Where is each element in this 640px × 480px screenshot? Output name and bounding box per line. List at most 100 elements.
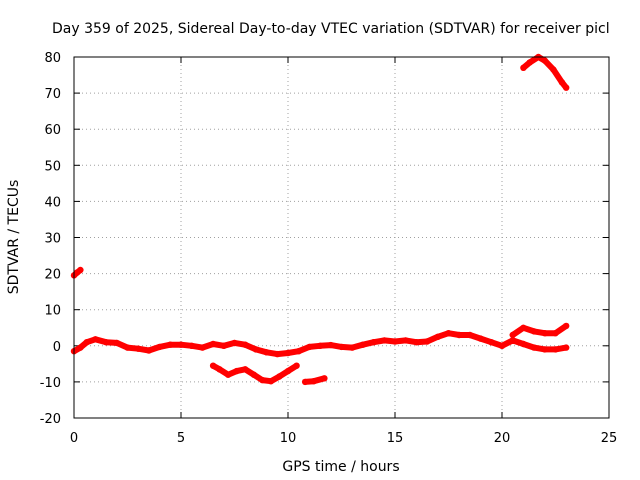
- y-tick-label: 40: [44, 195, 61, 210]
- data-point: [250, 371, 257, 378]
- data-point: [563, 344, 570, 351]
- y-tick-label: 10: [44, 304, 61, 319]
- y-tick-label: 50: [44, 159, 61, 174]
- x-tick-label: 25: [601, 431, 618, 446]
- data-point: [252, 346, 260, 353]
- data-point: [488, 339, 495, 346]
- x-tick-label: 15: [387, 431, 404, 446]
- data-point: [445, 330, 452, 337]
- x-axis-ticks: 0 5 10 15 20 25: [70, 57, 617, 446]
- data-point: [520, 324, 527, 331]
- data-point: [306, 343, 313, 351]
- data-point: [310, 378, 317, 385]
- y-tick-label: -20: [40, 412, 61, 427]
- data-point: [284, 367, 292, 375]
- data-point: [242, 366, 249, 373]
- data-point: [233, 367, 240, 375]
- data-point: [541, 330, 548, 337]
- x-tick-label: 10: [280, 431, 297, 446]
- y-tick-label: 80: [44, 51, 61, 66]
- data-point: [216, 366, 223, 373]
- data-point: [530, 344, 538, 351]
- y-tick-label: 30: [44, 232, 61, 247]
- series-low-bit: [301, 375, 328, 386]
- data-point: [321, 375, 328, 382]
- x-tick-label: 20: [494, 431, 511, 446]
- data-point: [509, 337, 516, 344]
- data-point: [284, 349, 292, 357]
- data-point: [113, 339, 121, 347]
- data-point: [563, 322, 570, 330]
- data-point: [530, 328, 538, 335]
- data-point: [498, 342, 506, 349]
- y-axis-ticks: -20 -10 0 10 20 30 40 50 60 70 80: [40, 51, 609, 427]
- series-start-high: [70, 266, 84, 279]
- data-point: [167, 341, 174, 348]
- data-point: [526, 59, 533, 66]
- data-point: [370, 339, 377, 346]
- data-point: [276, 373, 283, 380]
- x-tick-label: 0: [70, 431, 78, 446]
- y-axis-label: SDTVAR / TECUs: [6, 180, 22, 295]
- data-point: [199, 344, 206, 351]
- data-point: [145, 347, 153, 354]
- data-series: [70, 53, 570, 386]
- data-point: [552, 346, 559, 353]
- chart-title: Day 359 of 2025, Sidereal Day-to-day VTE…: [52, 21, 610, 37]
- data-point: [456, 331, 463, 339]
- data-point: [156, 343, 163, 351]
- y-tick-label: 70: [44, 87, 61, 102]
- data-point: [349, 344, 356, 351]
- data-point: [83, 339, 91, 346]
- data-point: [509, 331, 516, 339]
- data-point: [242, 341, 249, 348]
- data-point: [520, 64, 527, 72]
- data-point: [477, 335, 484, 342]
- data-point: [402, 337, 409, 344]
- data-point: [541, 57, 548, 64]
- data-point: [77, 266, 84, 274]
- data-point: [563, 84, 570, 91]
- grid-lines: [74, 57, 609, 418]
- data-point: [92, 336, 99, 343]
- data-point: [209, 340, 217, 348]
- data-point: [413, 339, 420, 346]
- y-tick-label: -10: [40, 376, 61, 391]
- plot-frame: [73, 56, 610, 419]
- data-point: [267, 378, 275, 385]
- data-point: [338, 343, 345, 351]
- data-point: [263, 349, 270, 356]
- data-point: [434, 333, 441, 340]
- data-point: [552, 330, 559, 337]
- y-tick-label: 60: [44, 123, 61, 138]
- data-point: [188, 342, 195, 349]
- series-main-trace: [70, 330, 570, 358]
- data-point: [381, 337, 388, 344]
- data-point: [466, 331, 474, 339]
- data-point: [177, 341, 185, 348]
- data-point: [301, 378, 309, 386]
- data-point: [550, 66, 557, 73]
- data-point: [77, 344, 84, 351]
- x-axis-label: GPS time / hours: [282, 459, 399, 475]
- data-point: [124, 344, 131, 351]
- data-point: [558, 79, 566, 86]
- data-point: [224, 371, 232, 378]
- series-low-arc: [209, 362, 300, 385]
- data-point: [359, 341, 367, 348]
- data-point: [295, 348, 302, 355]
- data-point: [391, 338, 399, 345]
- series-late-upper: [509, 322, 570, 339]
- data-point: [541, 346, 548, 353]
- data-point: [274, 350, 281, 358]
- data-point: [423, 338, 431, 345]
- data-point: [102, 339, 110, 346]
- data-point: [231, 339, 238, 347]
- data-point: [293, 362, 300, 369]
- y-tick-label: 20: [44, 268, 61, 283]
- data-point: [220, 342, 227, 349]
- data-point: [327, 341, 334, 349]
- data-point: [316, 342, 324, 349]
